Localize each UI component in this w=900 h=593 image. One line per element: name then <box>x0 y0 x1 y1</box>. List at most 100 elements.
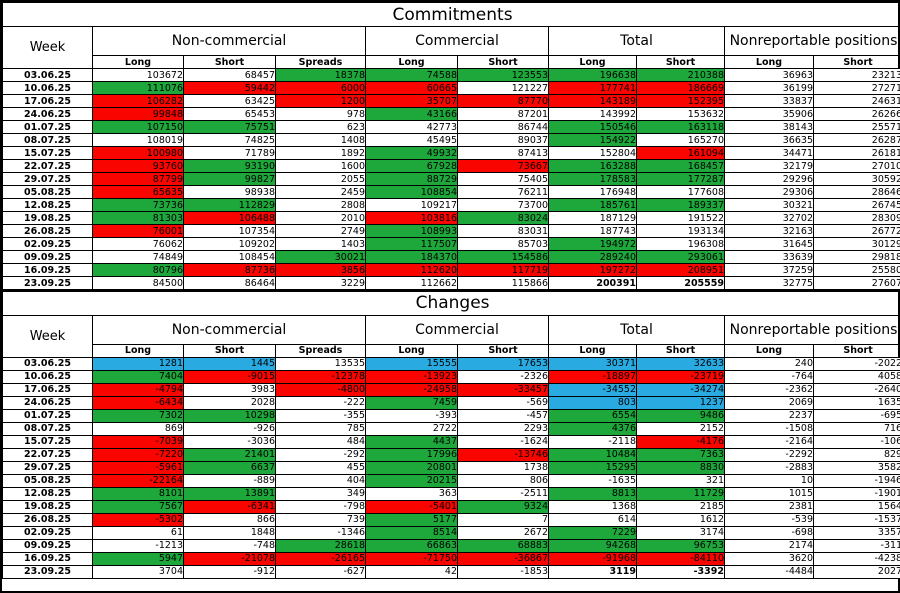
value-cell: 35906 <box>724 107 814 121</box>
value-cell: 978 <box>275 107 366 121</box>
table-row: 24.06.25 99848 65453 978 43166 87201 143992 153… <box>2 107 900 121</box>
value-cell: -33457 <box>457 382 549 397</box>
value-cell: 194972 <box>548 237 637 251</box>
value-cell: 163118 <box>636 120 725 134</box>
value-cell: 186669 <box>636 81 725 95</box>
value-cell: 68883 <box>457 538 549 553</box>
value-cell: 3357 <box>812 525 900 540</box>
week-cell: 23.09.25 <box>2 564 93 579</box>
table-title: Changes <box>1 290 900 316</box>
value-cell: 83024 <box>457 211 549 225</box>
value-cell: 10 <box>724 473 814 488</box>
value-cell: 75751 <box>183 120 276 134</box>
table-row: 05.08.25 65635 98938 2459 108854 76211 176948 1… <box>2 185 900 199</box>
value-cell: 197272 <box>548 263 637 277</box>
value-cell: 99827 <box>183 172 276 186</box>
value-cell: 60665 <box>365 81 458 95</box>
group-header-commercial: Commercial <box>365 314 549 345</box>
value-cell: 2381 <box>724 499 814 514</box>
value-cell: 28618 <box>275 538 366 553</box>
value-cell: 98938 <box>183 185 276 199</box>
value-cell: 404 <box>275 473 366 488</box>
group-header-row: Week Non-commercial Commercial Total Nonrepo… <box>2 26 900 69</box>
value-cell: 6637 <box>183 460 276 475</box>
value-cell: 86744 <box>457 120 549 134</box>
value-cell: 168457 <box>636 159 725 173</box>
value-cell: 2749 <box>275 224 366 238</box>
value-cell: 1635 <box>812 395 900 410</box>
value-cell: 35707 <box>365 94 458 108</box>
value-cell: 1237 <box>636 395 725 410</box>
value-cell: 154586 <box>457 250 549 264</box>
table-row: 10.06.25 111076 59442 6000 60665 121227 177741… <box>2 81 900 95</box>
value-cell: 17996 <box>365 447 458 462</box>
value-cell: 31645 <box>724 237 814 251</box>
value-cell: 143189 <box>548 94 637 108</box>
value-cell: 2174 <box>724 538 814 553</box>
value-cell: -1946 <box>812 473 900 488</box>
table-row: 16.09.25 80796 87736 3856 112620 117719 197272… <box>2 263 900 277</box>
table-row: 08.07.25 108019 74825 1408 45495 89037 154922 1… <box>2 133 900 147</box>
value-cell: 8101 <box>92 486 184 501</box>
value-cell: 3856 <box>275 263 366 277</box>
value-cell: 321 <box>636 473 725 488</box>
value-cell: 143992 <box>548 107 637 121</box>
value-cell: 29296 <box>724 172 814 186</box>
week-cell: 22.07.25 <box>2 447 93 462</box>
group-header-non-commercial: Non-commercial <box>92 314 366 345</box>
value-cell: 187743 <box>548 224 637 238</box>
value-cell: 32775 <box>724 276 814 290</box>
value-cell: 9324 <box>457 499 549 514</box>
value-cell: 37259 <box>724 263 814 277</box>
table-row: 26.08.25 76001 107354 2749 108993 83031 187743… <box>2 224 900 238</box>
value-cell: 739 <box>275 512 366 527</box>
value-cell: -2164 <box>724 434 814 449</box>
column-header-short: Short <box>183 55 276 69</box>
value-cell: 36963 <box>724 68 814 82</box>
value-cell: 121227 <box>457 81 549 95</box>
value-cell: -2511 <box>457 486 549 501</box>
week-cell: 08.07.25 <box>2 421 93 436</box>
value-cell: 68457 <box>183 68 276 82</box>
value-cell: 1281 <box>92 356 184 371</box>
column-header-long: Long <box>365 55 458 69</box>
value-cell: 111076 <box>92 81 184 95</box>
column-header-long: Long <box>724 55 814 69</box>
value-cell: 716 <box>812 421 900 436</box>
value-cell: 28309 <box>812 211 900 225</box>
value-cell: 455 <box>275 460 366 475</box>
value-cell: 26181 <box>812 146 900 160</box>
table-row: 05.08.25 -22164 -889 404 20215 806 -1635 321 10-… <box>2 473 900 488</box>
table-row: 17.06.25 106282 63425 1200 35707 87770 143189 1… <box>2 94 900 108</box>
value-cell: 152395 <box>636 94 725 108</box>
value-cell: 191522 <box>636 211 725 225</box>
value-cell: -4484 <box>724 564 814 579</box>
week-cell: 01.07.25 <box>2 408 93 423</box>
column-header-long: Long <box>92 343 184 358</box>
table-row: 09.09.25 74849 108454 30021 184370 154586 2892… <box>2 250 900 264</box>
value-cell: 196308 <box>636 237 725 251</box>
value-cell: 8514 <box>365 525 458 540</box>
title-row: Commitments <box>1 2 900 27</box>
value-cell: 30592 <box>812 172 900 186</box>
value-cell: -698 <box>724 525 814 540</box>
value-cell: 7302 <box>92 408 184 423</box>
value-cell: 3582 <box>812 460 900 475</box>
value-cell: 7567 <box>92 499 184 514</box>
table-row: 08.07.25 869 -926 785 2722 2293 4376 2152 -1508 7… <box>2 421 900 436</box>
value-cell: 43166 <box>365 107 458 121</box>
table-row: 02.09.25 61 1848 -1346 8514 2672 7229 3174 -698 3… <box>2 525 900 540</box>
value-cell: 4376 <box>548 421 637 436</box>
table-row: 29.07.25 -5961 6637 455 20801 1738 15295 8830 -2… <box>2 460 900 475</box>
week-cell: 12.08.25 <box>2 486 93 501</box>
value-cell: -889 <box>183 473 276 488</box>
value-cell: 103672 <box>92 68 184 82</box>
value-cell: -695 <box>812 408 900 423</box>
value-cell: 76062 <box>92 237 184 251</box>
value-cell: 2027 <box>812 564 900 579</box>
value-cell: 185761 <box>548 198 637 212</box>
value-cell: 38143 <box>724 120 814 134</box>
week-cell: 05.08.25 <box>2 185 93 199</box>
column-header-row: Long Short Spreads Long Short Long Short Long Sh… <box>3 55 900 69</box>
value-cell: 614 <box>548 512 637 527</box>
